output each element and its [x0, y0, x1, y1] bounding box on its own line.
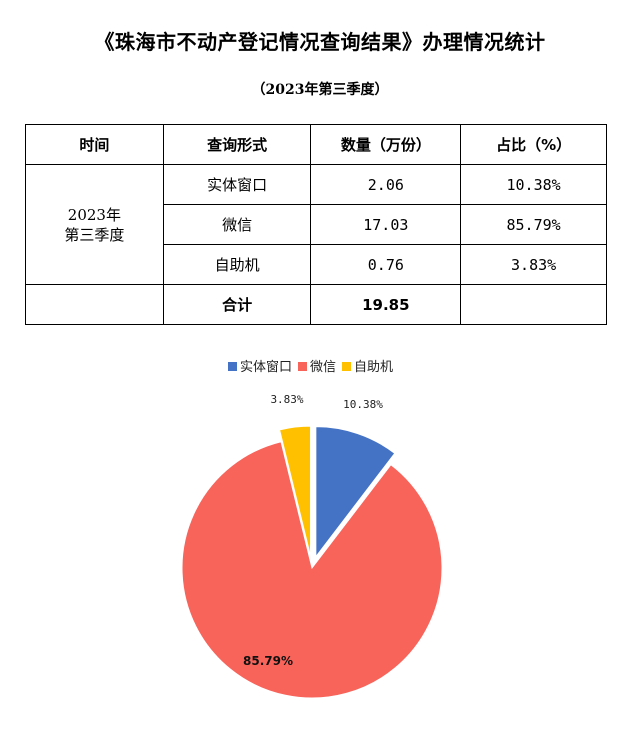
total-share-cell — [460, 284, 607, 325]
page-subtitle: （2023年第三季度） — [251, 82, 389, 98]
header-channel: 查询形式 — [162, 124, 312, 165]
count-cell: 2.06 — [310, 164, 462, 205]
slice-data-label: 3.83% — [270, 393, 303, 406]
header-count: 数量（万份） — [310, 124, 462, 165]
table-row: 微信 17.03 85.79% — [26, 204, 607, 245]
legend-label: 自助机 — [354, 360, 393, 375]
table-row: 自助机 0.76 3.83% — [26, 244, 607, 285]
pie-chart: 实体窗口 微信 自助机 10.38% 85.79% 3.83% — [181, 359, 443, 699]
table-header-row: 时间 查询形式 数量（万份） 占比（%） — [25, 124, 607, 165]
share-cell: 10.38% — [460, 164, 607, 205]
legend-label: 实体窗口 — [240, 359, 292, 375]
period-text: 2023年 第三季度 — [64, 205, 125, 244]
pie-slice-0 — [315, 426, 396, 559]
header-share: 占比（%） — [460, 124, 607, 165]
total-blank-cell — [25, 284, 164, 325]
period-cell: 2023年 第三季度 — [25, 164, 164, 285]
channel-cell: 实体窗口 — [162, 164, 312, 205]
total-value-cell: 19.85 — [310, 284, 462, 325]
count-cell: 0.76 — [310, 244, 462, 285]
total-label-cell: 合计 — [162, 284, 312, 325]
slice-data-label: 85.79% — [243, 654, 293, 668]
chart-legend: 实体窗口 微信 自助机 — [228, 359, 393, 375]
table-row: 2023年 第三季度 实体窗口 2.06 10.38% — [25, 164, 607, 285]
legend-swatch — [298, 362, 307, 371]
pie-slice-2 — [278, 425, 312, 557]
total-row: 合计 19.85 — [25, 284, 607, 325]
count-cell: 17.03 — [310, 204, 462, 245]
header-time: 时间 — [25, 124, 164, 165]
statistics-table: 时间 查询形式 数量（万份） 占比（%） 2023年 第三季度 实体窗口 2.06… — [25, 124, 607, 325]
channel-cell: 微信 — [162, 204, 312, 245]
slice-data-label: 10.38% — [343, 398, 383, 411]
share-cell: 85.79% — [460, 204, 607, 245]
legend-swatch — [342, 362, 351, 371]
share-cell: 3.83% — [460, 244, 607, 285]
page-title: 《珠海市不动产登记情况查询结果》办理情况统计 — [94, 30, 546, 54]
channel-cell: 自助机 — [162, 244, 312, 285]
legend-swatch — [228, 362, 237, 371]
pie-slice-1 — [181, 441, 443, 699]
legend-label: 微信 — [310, 360, 336, 375]
